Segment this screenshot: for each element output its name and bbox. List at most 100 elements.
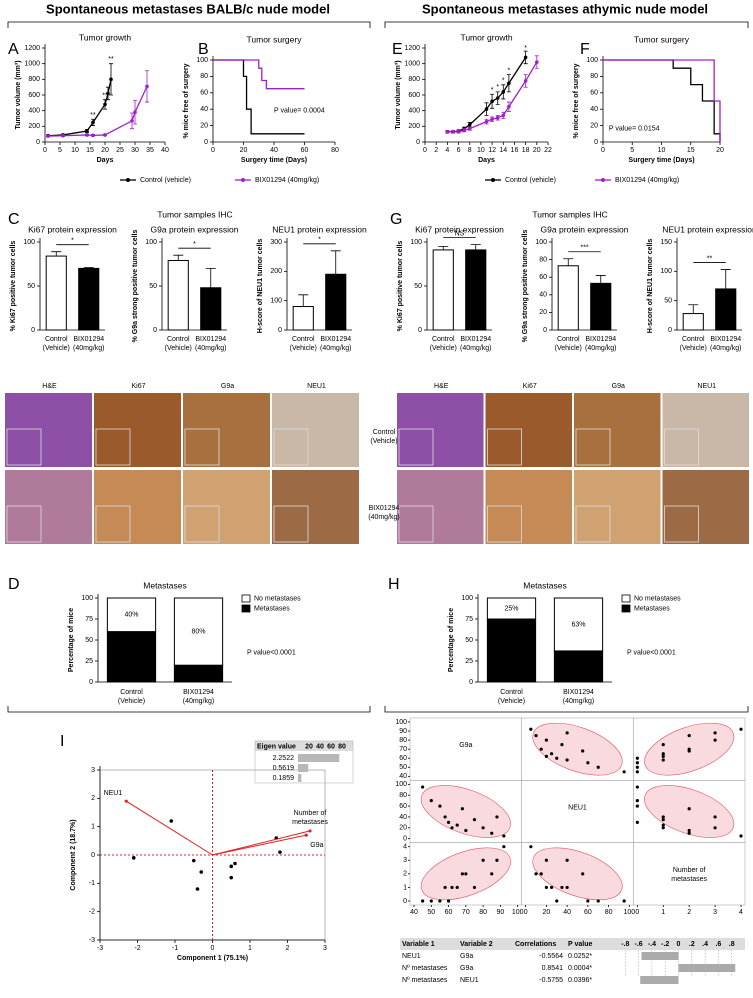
y-axis-label: Component 2 (18.7%) xyxy=(70,819,77,890)
y-axis-label: % G9a strong positive tumor cells xyxy=(522,229,529,342)
ihc-inset xyxy=(575,505,611,543)
legend-label: Control (vehicle) xyxy=(505,177,556,184)
marker xyxy=(85,129,89,133)
x-tick-label: BIX01294 (40mg/kg) xyxy=(710,336,742,352)
point xyxy=(490,831,494,835)
stain-label: Ki67 xyxy=(523,383,537,390)
point xyxy=(661,743,665,747)
table-header-label: Eigen value xyxy=(257,743,296,750)
point xyxy=(233,861,237,866)
annotation: ** xyxy=(102,93,108,100)
panel-letter: G xyxy=(390,211,402,228)
point xyxy=(455,823,459,827)
marker xyxy=(46,134,50,138)
value-label: 80% xyxy=(191,628,205,635)
x-tick-label: 18 xyxy=(522,147,530,154)
marker xyxy=(91,120,95,125)
point xyxy=(460,807,464,811)
x-tick-label: 60 xyxy=(445,909,453,916)
x-tick-label: 3 xyxy=(713,909,717,916)
y-tick-label: 80 xyxy=(539,256,547,263)
point xyxy=(534,733,538,738)
point xyxy=(421,785,425,789)
marker xyxy=(501,113,506,118)
table-header xyxy=(400,938,745,950)
x-tick-label: 0 xyxy=(43,147,47,154)
x-tick-label: 40 xyxy=(161,147,169,154)
y-axis-label: Percentage of mice xyxy=(68,608,75,672)
error-bar xyxy=(51,251,62,257)
chart-title: Metastases xyxy=(143,580,186,590)
bar xyxy=(78,267,100,331)
table-cell: 0.0252* xyxy=(568,953,592,960)
ihc-inset xyxy=(184,505,220,543)
point xyxy=(687,747,691,751)
y-tick-label: 200 xyxy=(270,268,282,275)
y-tick-label: 0 xyxy=(668,327,672,334)
marker xyxy=(501,90,506,94)
panel-letter: I xyxy=(60,733,64,750)
value-label: 60% xyxy=(124,654,138,661)
y-tick-label: 80 xyxy=(200,73,208,80)
annotation: P value= 0.0154 xyxy=(609,126,660,133)
point xyxy=(661,815,665,819)
annotation: * xyxy=(507,68,510,75)
value-label: 20% xyxy=(191,670,205,677)
header: Spontaneous metastases BALB/c nude model xyxy=(46,1,330,16)
series-line xyxy=(213,59,305,90)
point xyxy=(495,858,499,862)
significance: * xyxy=(193,241,196,248)
x-axis-label: Surgery time (Days) xyxy=(628,157,694,164)
point xyxy=(565,885,569,890)
stain-label: H&E xyxy=(42,383,57,390)
eigen-bar xyxy=(298,764,309,772)
annotation: P value= 0.0004 xyxy=(274,108,325,115)
row-label: BIX01294 (40mg/kg) xyxy=(368,505,400,521)
point xyxy=(539,872,543,876)
error-bar xyxy=(83,267,94,269)
chart-title: Tumor surgery xyxy=(634,34,690,44)
y-tick-label: 25 xyxy=(85,658,93,665)
marker xyxy=(484,107,489,111)
bar-segment xyxy=(486,597,537,620)
marker xyxy=(490,117,494,122)
marker xyxy=(445,130,450,134)
y-tick-label: 50 xyxy=(85,637,93,644)
value-label: 75% xyxy=(504,647,518,654)
bracket xyxy=(7,706,749,713)
y-axis-label: % mice free of surgery xyxy=(183,63,190,138)
point xyxy=(555,899,559,903)
x-tick-label: BIX01294 (40mg/kg) xyxy=(73,336,105,352)
tick-label: 40 xyxy=(316,743,324,750)
x-tick-label: 80 xyxy=(479,909,487,916)
x-tick-label: -.2 xyxy=(661,941,669,948)
legend-swatch xyxy=(241,594,251,603)
table-cell: G9a xyxy=(460,965,473,972)
x-tick-label: 20 xyxy=(101,147,109,154)
point xyxy=(661,826,665,830)
point xyxy=(586,899,590,903)
x-tick-label: 0 xyxy=(211,945,215,952)
panel-letter: B xyxy=(198,41,209,58)
variable-label: G9a xyxy=(459,742,472,749)
error-bar xyxy=(720,269,731,289)
x-tick-label: Control (Vehicle) xyxy=(430,336,457,352)
stain-label: NEU1 xyxy=(307,383,326,390)
stain-label: Ki67 xyxy=(131,383,145,390)
y-tick-label: 200 xyxy=(408,123,420,130)
point xyxy=(596,765,600,769)
x-tick-label: 15 xyxy=(86,147,94,154)
y-tick-label: 20 xyxy=(399,825,407,832)
x-tick-label: 0 xyxy=(677,941,681,948)
point xyxy=(739,727,743,731)
value-label: 63% xyxy=(571,621,585,628)
marker xyxy=(456,130,461,134)
marker xyxy=(490,99,494,104)
ihc-inset xyxy=(575,428,611,466)
axis xyxy=(44,44,165,143)
y-tick-label: 800 xyxy=(408,76,420,83)
y-axis-label: H-score of NEU1 tumor cells xyxy=(647,239,654,334)
value-label: 25% xyxy=(504,605,518,612)
y-tick-label: 0 xyxy=(89,679,93,686)
y-tick-label: 2 xyxy=(91,795,95,802)
